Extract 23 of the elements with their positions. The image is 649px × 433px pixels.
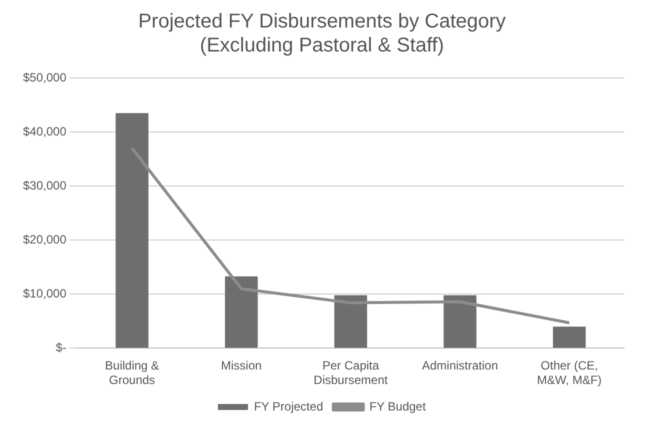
bar xyxy=(444,295,476,348)
y-tick-label: $10,000 xyxy=(22,286,67,300)
bar xyxy=(116,113,148,348)
category-label: Per Capita xyxy=(322,358,380,373)
text: (Excluding Pastoral & Staff) xyxy=(200,34,444,57)
x-tick-label: Administration xyxy=(422,358,498,373)
bar xyxy=(552,326,586,348)
legend-label: FY Projected xyxy=(254,399,324,414)
y-tick-label: $- xyxy=(56,340,66,355)
category-label: Grounds xyxy=(109,373,156,388)
category-label: Other (CE, xyxy=(540,358,598,373)
legend-label: FY Budget xyxy=(369,399,426,414)
y-tick-label: $40,000 xyxy=(22,124,67,138)
y-tick-label: $30,000 xyxy=(22,178,67,192)
y-tick-label: $20,000 xyxy=(22,232,67,246)
y-tick-label: $50,000 xyxy=(22,70,67,84)
category-label: Disbursement xyxy=(314,373,388,388)
x-tick-label: Mission xyxy=(221,358,262,373)
category-label: M&W, M&F) xyxy=(537,373,602,388)
text: Projected FY Disbursements by Category xyxy=(138,10,506,33)
bar xyxy=(224,276,258,348)
bar xyxy=(334,295,368,348)
category-label: Building & xyxy=(105,358,160,373)
